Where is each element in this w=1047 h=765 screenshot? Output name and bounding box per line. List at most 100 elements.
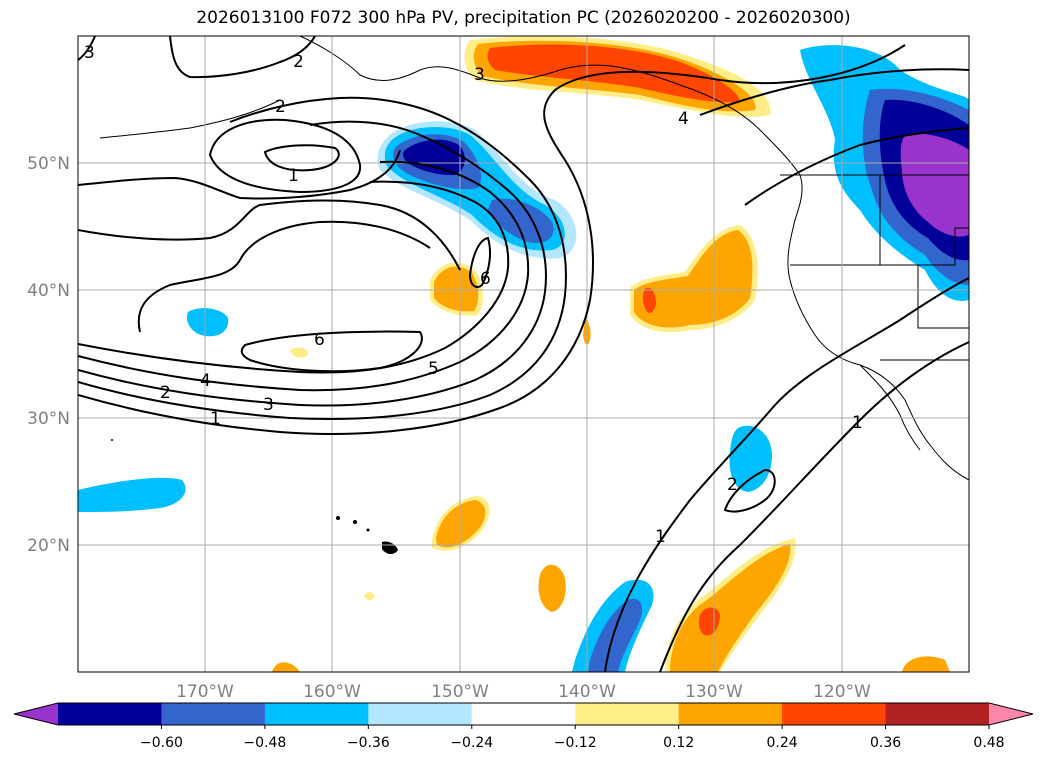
- pv-contour-2: [78, 96, 567, 420]
- colorbar-segment: [575, 703, 680, 725]
- lon-label-160w: 160°W: [303, 682, 361, 702]
- pv-contour-ne: [699, 68, 969, 116]
- precip-pos-150w-22n: [436, 500, 486, 548]
- map-title: 2026013100 F072 300 hPa PV, precipitatio…: [196, 8, 851, 28]
- island-4: [111, 439, 113, 441]
- colorbar-segment: [678, 703, 783, 725]
- pv-contour-central-2: [723, 468, 776, 513]
- contour-label-1c: 1: [655, 527, 666, 547]
- contour-label-4a: 4: [200, 371, 211, 391]
- precip-pos-south-red: [698, 607, 720, 636]
- colorbar-tick-label: 0.12: [663, 735, 694, 751]
- pv-contour-mid: [78, 149, 401, 200]
- precip-neg-small-west: [186, 308, 229, 337]
- contour-label-2a: 2: [160, 383, 171, 403]
- pv-contour-west-loop: [78, 199, 461, 271]
- pv-contour-inner-1: [208, 118, 362, 194]
- pv-contour-3: [78, 120, 547, 407]
- precip-pos-135w-40n-red: [642, 287, 656, 313]
- colorbar-segment: [161, 703, 266, 725]
- island-3: [366, 528, 370, 532]
- contour-label-6b: 6: [480, 269, 491, 289]
- contour-label-6a: 6: [314, 330, 325, 350]
- colorbar: −0.60 −0.48 −0.36 −0.24 −0.12 0.12 0.24 0.36 0.4…: [13, 702, 1034, 751]
- lon-label-140w: 140°W: [558, 682, 616, 702]
- island-1: [336, 516, 340, 520]
- colorbar-outline: [13, 702, 1034, 726]
- pv-contours: [78, 36, 969, 672]
- precip-pos-south: [670, 544, 791, 672]
- colorbar-segment: [782, 703, 887, 725]
- pv-contour-east-2: [604, 277, 969, 672]
- colorbar-segment: [471, 703, 576, 725]
- contour-labels: 1 2 3 4 5 6 6 3 2 1 1 1 2 3 2 4: [84, 43, 863, 547]
- precip-pos-143w-15n: [538, 564, 566, 612]
- island-2: [353, 520, 357, 524]
- colorbar-tick-label: −0.48: [243, 735, 286, 751]
- lat-label-50n: 50°N: [27, 154, 70, 174]
- coastlines: [99, 36, 969, 481]
- lon-label-130w: 130°W: [685, 682, 743, 702]
- border-state-2: [879, 175, 969, 266]
- map-border: [77, 35, 970, 673]
- colorbar-tick-label: 0.48: [973, 735, 1004, 751]
- precip-neg-pnw-purple: [900, 133, 969, 237]
- contour-label-4b: 4: [678, 109, 689, 129]
- lon-label-120w: 120°W: [813, 682, 871, 702]
- pv-contour-inner-1b: [263, 144, 340, 172]
- colorbar-tick-label: −0.36: [347, 735, 390, 751]
- lat-label-30n: 30°N: [27, 409, 70, 429]
- contour-label-3a: 3: [263, 395, 274, 415]
- pv-contour-west-loop2: [137, 220, 431, 333]
- coast-north-america: [787, 174, 969, 481]
- border-state-3: [917, 265, 969, 329]
- pv-contour-ne2: [744, 127, 969, 206]
- lon-tick-labels: 170°W 160°W 150°W 140°W 130°W 120°W: [176, 682, 871, 702]
- lon-label-170w: 170°W: [176, 682, 234, 702]
- gridlines: [78, 36, 969, 672]
- precip-pos-small-hawaii: [364, 592, 375, 601]
- precip-pos-135w-40n: [634, 230, 753, 328]
- colorbar-tick-label: 0.36: [870, 735, 901, 751]
- pv-contour-east-1: [659, 341, 969, 672]
- lat-label-20n: 20°N: [27, 536, 70, 556]
- precip-pos-small-south-east: [902, 656, 950, 672]
- pv-contour-1: [78, 44, 906, 435]
- precip-pos-150w-40n: [434, 266, 479, 312]
- pv-contour-6-inner: [240, 330, 423, 373]
- colorbar-tick-label: −0.24: [450, 735, 493, 751]
- contour-label-2c: 2: [727, 475, 738, 495]
- contour-label-1a: 1: [288, 166, 299, 186]
- coast-baja: [859, 364, 921, 451]
- lat-tick-labels: 50°N 40°N 30°N 20°N: [27, 154, 70, 556]
- lat-label-40n: 40°N: [27, 281, 70, 301]
- pv-contour-top-3: [78, 36, 96, 61]
- pv-contour-4: [78, 160, 530, 392]
- map-background: [78, 36, 969, 672]
- colorbar-segment: [264, 703, 369, 725]
- colorbar-segment: [58, 703, 163, 725]
- contour-label-3b: 3: [474, 65, 485, 85]
- colorbar-arrow-left: [14, 703, 58, 725]
- contour-label-2b: 2: [293, 52, 304, 72]
- contour-label-3c: 3: [84, 43, 95, 63]
- colorbar-segment: [368, 703, 473, 725]
- colorbar-segment: [885, 703, 990, 725]
- pv-contour-small-loop: [468, 236, 491, 288]
- pv-contour-top-2: [169, 36, 316, 79]
- pv-contour-5: [78, 180, 510, 374]
- coast-alaska: [299, 36, 801, 176]
- lon-label-150w: 150°W: [431, 682, 489, 702]
- precip-pos-small-south-west: [272, 662, 300, 672]
- contour-label-1b: 1: [210, 409, 221, 429]
- coast-aleutians: [99, 99, 281, 139]
- colorbar-ticks: −0.60 −0.48 −0.36 −0.24 −0.12 0.12 0.24 0.36 0.4…: [140, 725, 1005, 751]
- contour-label-2d: 2: [275, 97, 286, 117]
- contour-label-1d: 1: [852, 413, 863, 433]
- precip-neg-central: [729, 425, 772, 492]
- colorbar-tick-label: −0.60: [140, 735, 183, 751]
- colorbar-segments: [58, 703, 990, 725]
- colorbar-arrow-right: [989, 703, 1033, 725]
- precip-neg-south-mid: [588, 598, 643, 672]
